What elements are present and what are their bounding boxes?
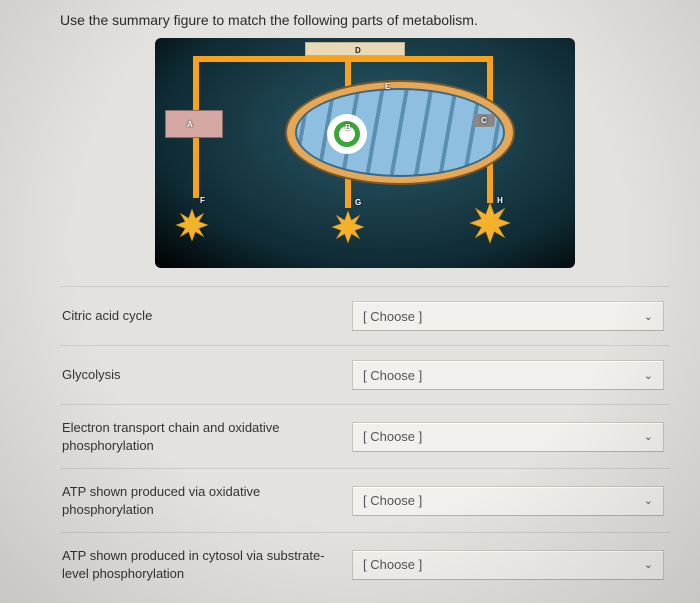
atp-burst-f: ATP	[175, 208, 209, 242]
match-label: Electron transport chain and oxidative p…	[62, 419, 352, 454]
matching-list: Citric acid cycle [ Choose ] ⌄ Glycolysi…	[60, 286, 670, 596]
chevron-down-icon: ⌄	[644, 494, 653, 507]
select-placeholder: [ Choose ]	[363, 557, 422, 572]
figure-label-g: G	[355, 198, 361, 207]
figure-ring-b	[327, 114, 367, 154]
figure-label-d: D	[355, 46, 361, 55]
figure-label-c: C	[473, 114, 495, 127]
match-select[interactable]: [ Choose ] ⌄	[352, 550, 664, 580]
atp-burst-h: ATP	[473, 206, 507, 240]
match-row: Glycolysis [ Choose ] ⌄	[60, 345, 670, 404]
question-prompt: Use the summary figure to match the foll…	[60, 12, 670, 28]
connector	[193, 138, 199, 198]
match-label: ATP shown produced in cytosol via substr…	[62, 547, 352, 582]
atp-burst-g: ATP	[331, 210, 365, 244]
chevron-down-icon: ⌄	[644, 430, 653, 443]
match-row: ATP shown produced via oxidative phospho…	[60, 468, 670, 532]
sun-icon	[331, 210, 365, 244]
match-label: Glycolysis	[62, 366, 352, 384]
select-placeholder: [ Choose ]	[363, 368, 422, 383]
match-label: ATP shown produced via oxidative phospho…	[62, 483, 352, 518]
match-select[interactable]: [ Choose ] ⌄	[352, 422, 664, 452]
figure-label-a: A	[187, 120, 193, 129]
match-select[interactable]: [ Choose ] ⌄	[352, 486, 664, 516]
chevron-down-icon: ⌄	[644, 310, 653, 323]
select-placeholder: [ Choose ]	[363, 309, 422, 324]
chevron-down-icon: ⌄	[644, 369, 653, 382]
match-row: ATP shown produced in cytosol via substr…	[60, 532, 670, 596]
match-row: Citric acid cycle [ Choose ] ⌄	[60, 286, 670, 345]
match-row: Electron transport chain and oxidative p…	[60, 404, 670, 468]
match-select[interactable]: [ Choose ] ⌄	[352, 301, 664, 331]
sun-icon	[175, 208, 209, 242]
match-select[interactable]: [ Choose ] ⌄	[352, 360, 664, 390]
connector	[193, 56, 493, 62]
chevron-down-icon: ⌄	[644, 558, 653, 571]
figure-label-f: F	[200, 196, 205, 205]
sun-icon	[469, 202, 512, 245]
connector	[193, 56, 199, 116]
mitochondrion	[285, 80, 515, 185]
select-placeholder: [ Choose ]	[363, 429, 422, 444]
figure-label-b: B	[345, 123, 351, 132]
figure-label-e: E	[385, 82, 390, 91]
match-label: Citric acid cycle	[62, 307, 352, 325]
figure-box-a	[165, 110, 223, 138]
select-placeholder: [ Choose ]	[363, 493, 422, 508]
metabolism-figure: A D E C B F G H ATP ATP ATP	[155, 38, 575, 268]
